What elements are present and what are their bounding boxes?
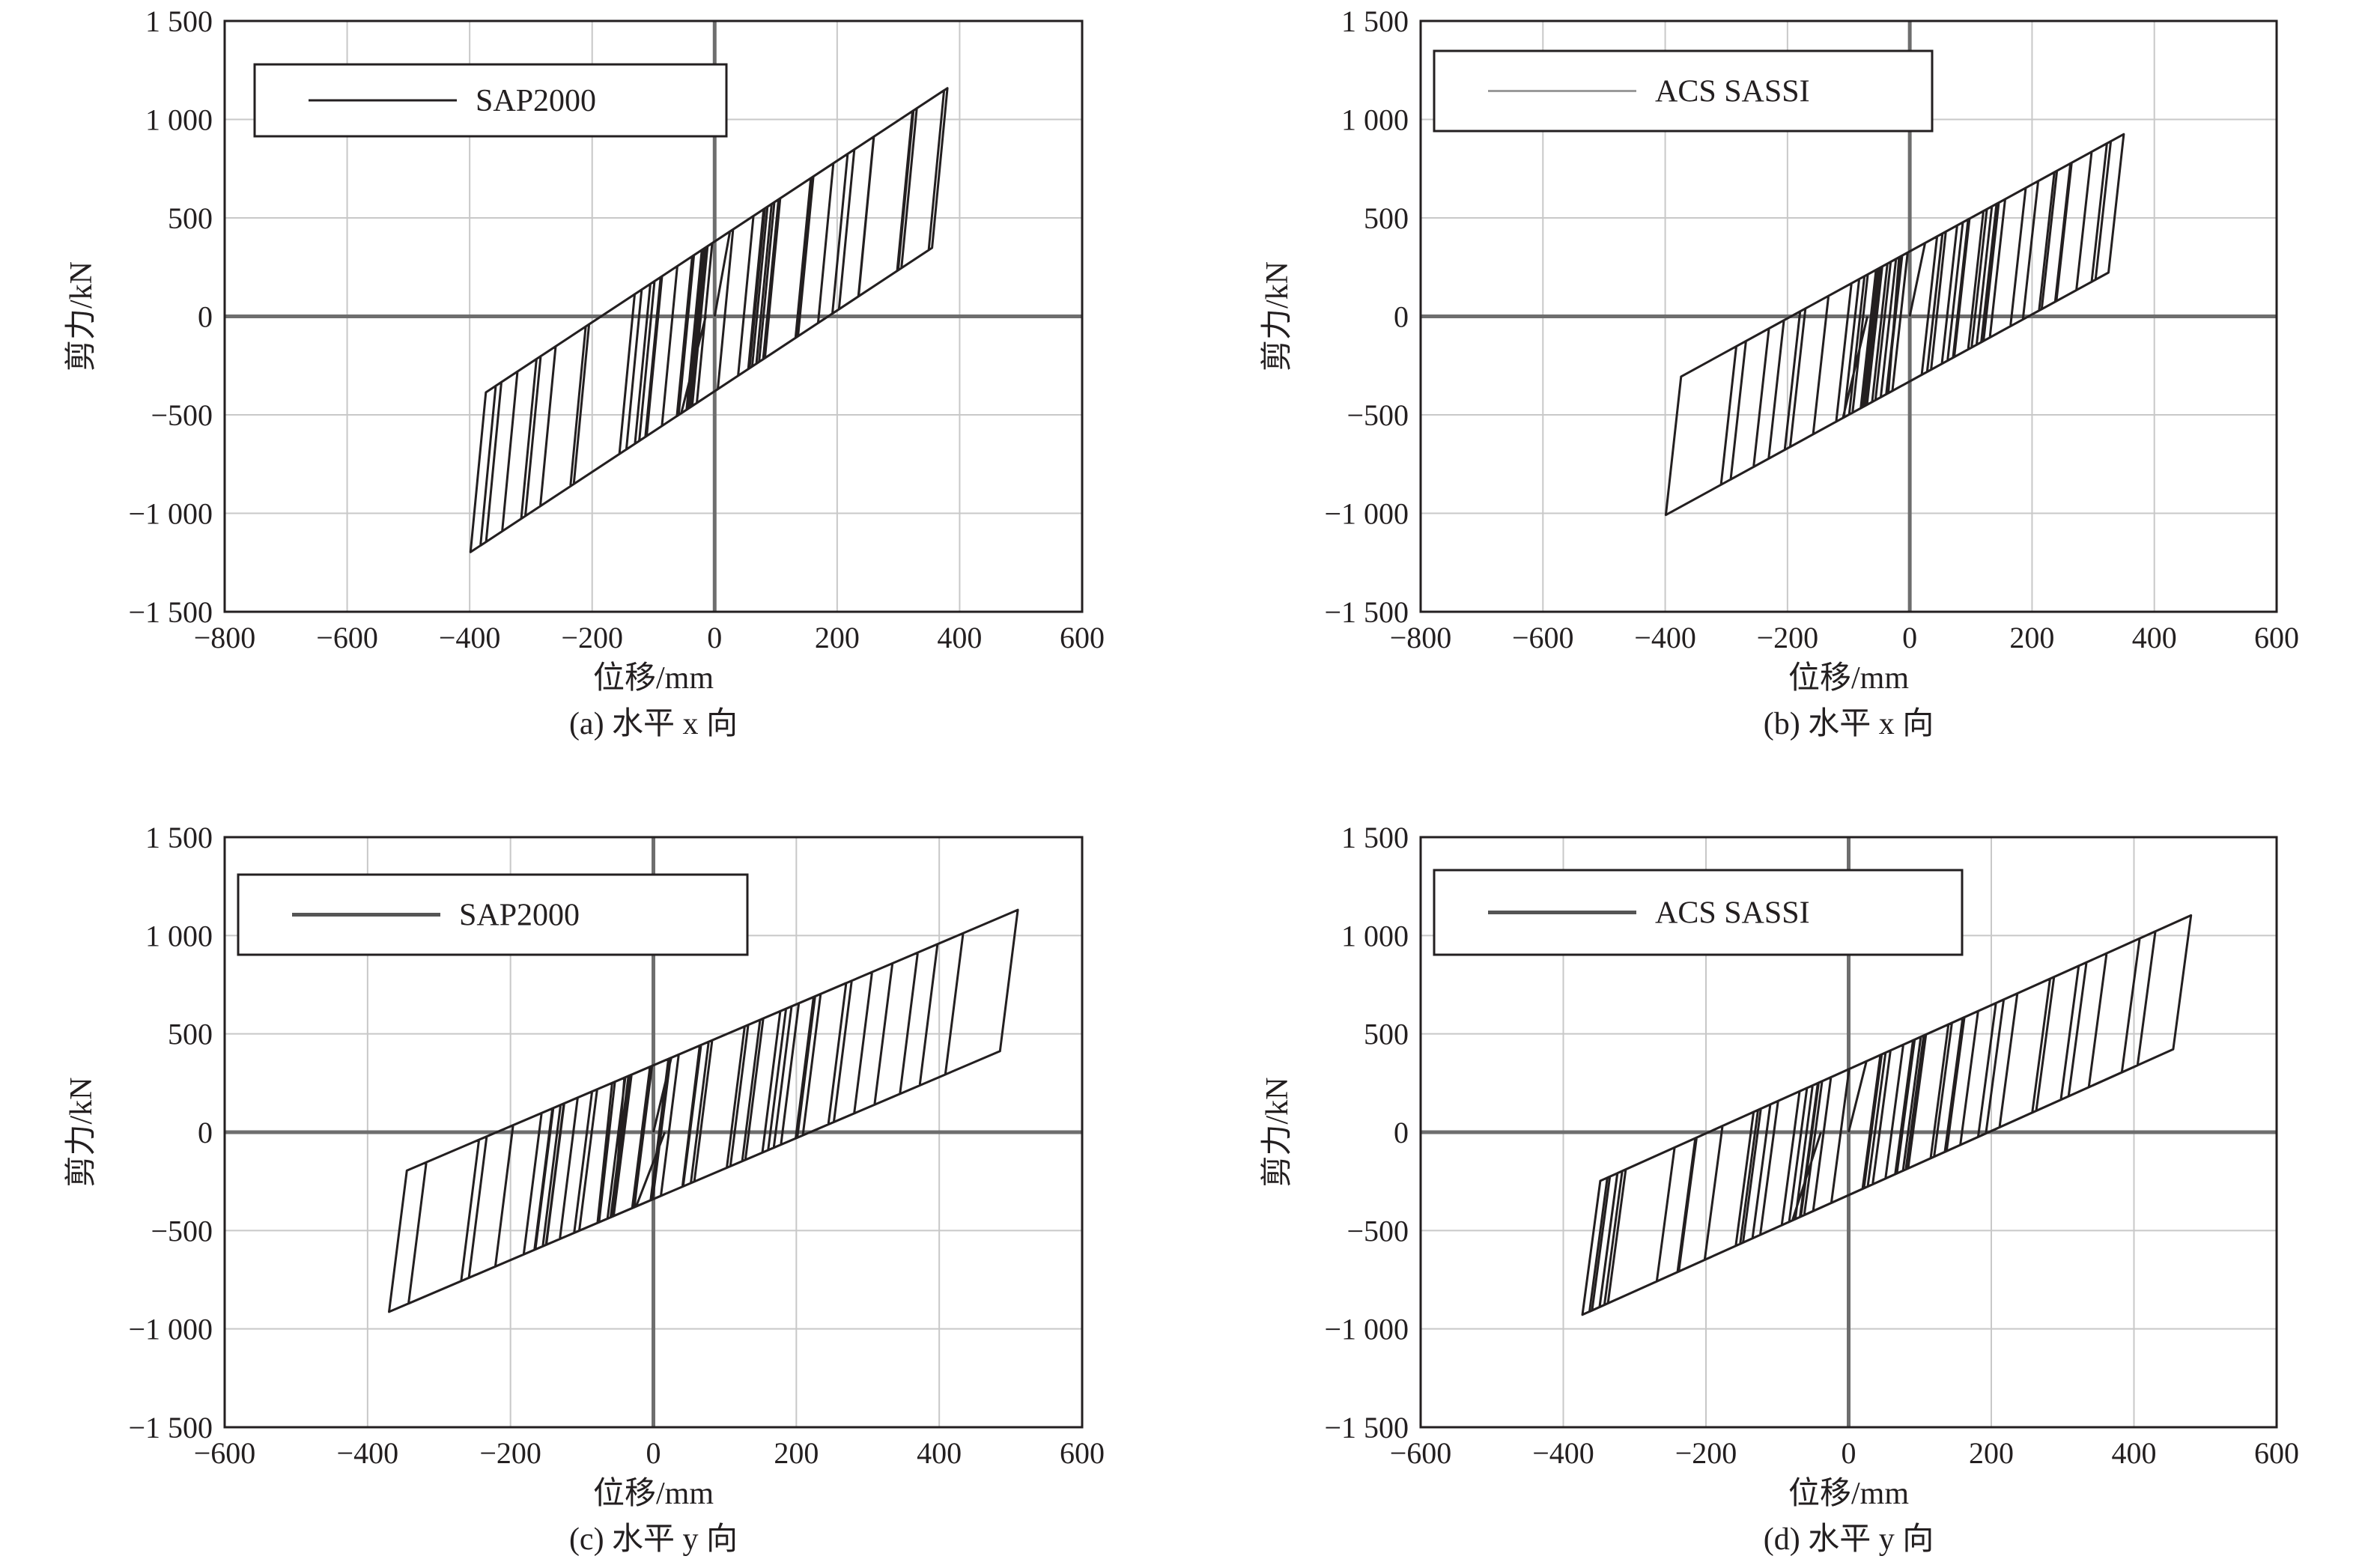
legend-label: SAP2000 <box>476 84 596 118</box>
x-tick-label: 0 <box>1902 621 1917 654</box>
y-tick-label: −500 <box>1347 1214 1409 1248</box>
y-tick-label: 1 500 <box>145 4 213 38</box>
y-axis-label: 剪力/kN <box>1260 261 1295 371</box>
x-tick-label: −400 <box>1532 1436 1594 1470</box>
chart-panel-c: −600 −400 −200 0 200 400 600 1 500 1 000 500 0 −500… <box>64 821 1105 1557</box>
series-line-sap2000 <box>469 87 949 553</box>
x-tick-label: 0 <box>1842 1436 1856 1470</box>
x-tick-label: −800 <box>194 621 256 654</box>
y-axis-label: 剪力/kN <box>64 1077 99 1187</box>
x-axis-label: 位移/mm <box>1788 660 1909 696</box>
x-tick-label: −200 <box>561 621 623 654</box>
chart-panel-a: −800 −600 −400 −200 0 200 400 600 1 500 1 000 500 0… <box>64 4 1105 741</box>
panel-caption: (c) 水平 y 向 <box>569 1522 738 1557</box>
y-tick-label: 1 000 <box>1341 103 1409 137</box>
y-tick-label: 1 500 <box>1341 821 1409 854</box>
x-tick-label: −800 <box>1390 621 1452 654</box>
x-tick-label: 200 <box>815 621 860 654</box>
series-line-sap2000 <box>388 908 1019 1313</box>
y-tick-label: 1 000 <box>145 919 213 952</box>
y-tick-label: 0 <box>198 1116 213 1149</box>
x-tick-label: 600 <box>1060 621 1105 654</box>
x-tick-label: −400 <box>337 1436 399 1470</box>
x-tick-label: −400 <box>1634 621 1696 654</box>
legend: ACS SASSI <box>1433 869 1964 956</box>
y-tick-label: 0 <box>198 300 213 334</box>
y-tick-label: −1 500 <box>1324 595 1409 629</box>
plot-frame <box>223 836 1084 1429</box>
series-line-acs-sassi <box>1664 133 2125 517</box>
panel-caption: (d) 水平 y 向 <box>1764 1522 1934 1557</box>
x-tick-label: −200 <box>1675 1436 1737 1470</box>
x-tick-label: −200 <box>479 1436 541 1470</box>
panel-caption: (b) 水平 x 向 <box>1764 707 1934 741</box>
x-tick-label: 600 <box>2254 1436 2299 1470</box>
x-tick-label: 200 <box>1969 1436 2014 1470</box>
y-tick-label: 0 <box>1394 300 1409 334</box>
x-tick-label: 400 <box>2132 621 2177 654</box>
y-tick-label: −1 500 <box>128 1411 213 1444</box>
plot-frame <box>223 19 1084 613</box>
x-tick-label: 400 <box>2112 1436 2157 1470</box>
y-tick-label: 500 <box>168 1018 213 1051</box>
y-tick-label: 1 000 <box>145 103 213 137</box>
y-tick-label: 0 <box>1394 1116 1409 1149</box>
x-tick-label: −200 <box>1757 621 1819 654</box>
y-tick-label: −1 500 <box>128 595 213 629</box>
chart-panel-b: −800 −600 −400 −200 0 200 400 600 1 500 1 000 500 0… <box>1260 4 2299 741</box>
legend-label: SAP2000 <box>459 899 580 933</box>
y-tick-label: 500 <box>1364 1018 1409 1051</box>
x-tick-label: 0 <box>646 1436 661 1470</box>
y-tick-label: 1 500 <box>145 821 213 854</box>
x-tick-label: 0 <box>707 621 722 654</box>
x-axis-label: 位移/mm <box>1788 1476 1909 1511</box>
legend-box <box>1433 869 1964 956</box>
plot-frame <box>1419 836 2278 1429</box>
x-tick-label: 600 <box>1060 1436 1105 1470</box>
x-axis-label: 位移/mm <box>593 1476 714 1511</box>
y-axis-label: 剪力/kN <box>1260 1077 1295 1187</box>
y-tick-label: 1 000 <box>1341 919 1409 952</box>
y-tick-label: −500 <box>151 1214 213 1248</box>
legend: ACS SASSI <box>1433 49 1934 133</box>
legend: SAP2000 <box>253 63 728 138</box>
y-tick-label: −1 000 <box>128 497 213 531</box>
y-tick-label: 1 500 <box>1341 4 1409 38</box>
y-tick-label: −1 000 <box>1324 1313 1409 1346</box>
chart-panel-d: −600 −400 −200 0 200 400 600 1 500 1 000 500 0 −500… <box>1260 821 2299 1557</box>
legend-label: ACS SASSI <box>1655 896 1810 931</box>
y-tick-label: −500 <box>1347 398 1409 432</box>
legend: SAP2000 <box>237 873 749 956</box>
x-axis-label: 位移/mm <box>593 660 714 696</box>
plot-frame <box>1419 19 2278 613</box>
x-tick-label: −600 <box>316 621 378 654</box>
y-tick-label: −1 000 <box>1324 497 1409 531</box>
x-tick-label: 400 <box>917 1436 962 1470</box>
x-tick-label: −600 <box>194 1436 256 1470</box>
y-tick-label: −1 500 <box>1324 1411 1409 1444</box>
x-tick-label: 400 <box>937 621 982 654</box>
y-tick-label: −500 <box>151 398 213 432</box>
legend-label: ACS SASSI <box>1655 75 1810 109</box>
x-tick-label: −400 <box>439 621 501 654</box>
series-line-acs-sassi <box>1581 914 2193 1316</box>
x-tick-label: 200 <box>2009 621 2054 654</box>
y-axis-label: 剪力/kN <box>64 261 99 371</box>
y-tick-label: 500 <box>168 201 213 235</box>
panel-caption: (a) 水平 x 向 <box>569 707 738 741</box>
x-tick-label: 200 <box>774 1436 819 1470</box>
y-tick-label: −1 000 <box>128 1313 213 1346</box>
x-tick-label: −600 <box>1512 621 1574 654</box>
x-tick-label: −600 <box>1390 1436 1452 1470</box>
x-tick-label: 600 <box>2254 621 2299 654</box>
y-tick-label: 500 <box>1364 201 1409 235</box>
